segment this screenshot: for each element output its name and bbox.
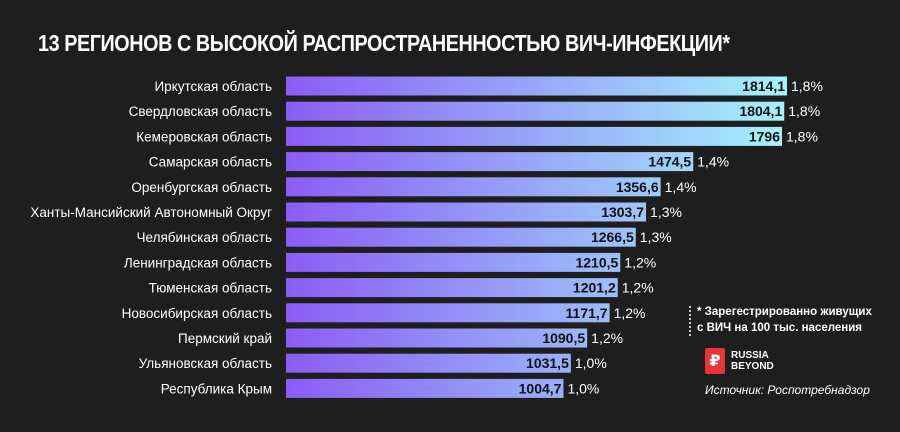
bar-row: Ленинградская область 1210,5 1,2% [124, 252, 656, 272]
percent-label: 1,2% [622, 280, 654, 296]
value-label: 1266,5 [591, 229, 634, 245]
value-label: 1356,6 [616, 179, 659, 195]
value-label: 1814,1 [742, 78, 785, 94]
percent-label: 1,0% [567, 380, 599, 396]
bar-row: Новосибирская область 1171,7 1,2% [122, 303, 646, 323]
bar [286, 101, 785, 121]
category-label: Иркутская область [154, 79, 272, 94]
bar-row: Ульяновская область 1031,5 1,0% [139, 353, 607, 373]
category-label: Пермский край [178, 331, 272, 346]
percent-label: 1,4% [697, 154, 729, 170]
percent-label: 1,8% [791, 78, 823, 94]
chart-title: 13 РЕГИОНОВ С ВЫСОКОЙ РАСПРОСТРАНЕННОСТЬ… [38, 30, 730, 56]
bar [286, 177, 661, 197]
category-label: Новосибирская область [122, 306, 272, 321]
category-label: Кемеровская область [136, 129, 272, 144]
footnote: * Зарегестрированно живущих с ВИЧ на 100… [697, 304, 872, 336]
bar [286, 202, 647, 222]
percent-label: 1,4% [665, 179, 697, 195]
category-label: Ульяновская область [139, 356, 272, 371]
bar [286, 76, 787, 96]
category-label: Ленинградская область [124, 255, 272, 270]
bar-row: Иркутская область 1814,1 1,8% [154, 76, 823, 96]
footnote-line-1: * Зарегестрированно живущих [697, 306, 872, 318]
russia-beyond-logo: ₽ RUSSIA BEYOND [705, 348, 791, 374]
logo-r-icon: ₽ [705, 348, 725, 374]
bar-row: Ханты-Мансийский Автономный Округ 1303,7 1… [30, 202, 682, 222]
bar [286, 278, 618, 298]
value-label: 1031,5 [526, 355, 569, 371]
percent-label: 1,0% [575, 355, 607, 371]
percent-label: 1,2% [591, 330, 623, 346]
category-label: Тюменская область [149, 281, 272, 296]
bar-row: Тюменская область 1201,2 1,2% [149, 278, 654, 298]
percent-label: 1,8% [786, 128, 818, 144]
logo-line-2: BEYOND [731, 361, 774, 372]
bar [286, 126, 783, 146]
percent-label: 1,8% [788, 103, 820, 119]
footnote-divider [689, 306, 691, 336]
bar-row: Оренбургская область 1356,6 1,4% [131, 177, 697, 197]
bar [286, 328, 588, 348]
source-note: Источник: Роспотребнадзор [705, 383, 870, 397]
bar-row: Свердловская область 1804,1 1,8% [129, 101, 820, 121]
category-label: Ханты-Мансийский Автономный Округ [30, 205, 272, 220]
value-label: 1796 [749, 128, 780, 144]
bar [286, 303, 610, 323]
footnote-line-2: с ВИЧ на 100 тыс. населения [697, 322, 863, 334]
percent-label: 1,3% [640, 229, 672, 245]
percent-label: 1,2% [624, 254, 656, 270]
category-label: Самарская область [149, 155, 272, 170]
bar [286, 152, 694, 172]
value-label: 1090,5 [542, 330, 585, 346]
bar-row: Челябинская область 1266,5 1,3% [137, 227, 672, 247]
value-label: 1201,2 [573, 280, 616, 296]
category-label: Оренбургская область [131, 180, 272, 195]
percent-label: 1,2% [614, 305, 646, 321]
value-label: 1210,5 [575, 254, 618, 270]
value-label: 1171,7 [566, 305, 608, 321]
bar-row: Кемеровская область 1796 1,8% [136, 126, 818, 146]
category-label: Республика Крым [161, 381, 272, 396]
percent-label: 1,3% [650, 204, 682, 220]
bar [286, 353, 571, 373]
bar [286, 227, 636, 247]
category-label: Челябинская область [137, 230, 272, 245]
value-label: 1004,7 [519, 380, 562, 396]
bar-row: Пермский край 1090,5 1,2% [178, 328, 623, 348]
bar [286, 252, 621, 272]
value-label: 1474,5 [648, 154, 691, 170]
value-label: 1303,7 [601, 204, 644, 220]
logo-line-1: RUSSIA [731, 350, 769, 361]
value-label: 1804,1 [739, 103, 782, 119]
logo-text: RUSSIA BEYOND [731, 350, 791, 372]
bar-row: Самарская область 1474,5 1,4% [149, 152, 729, 172]
bar [286, 378, 564, 398]
category-label: Свердловская область [129, 104, 272, 119]
bar-row: Республика Крым 1004,7 1,0% [161, 378, 599, 398]
